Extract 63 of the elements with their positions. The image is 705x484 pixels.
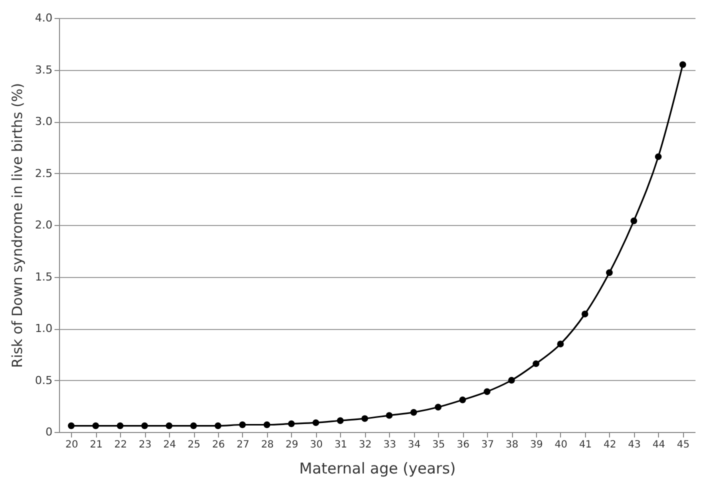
x-tick-label: 29: [286, 440, 298, 450]
point: [557, 340, 564, 348]
x-tick-label: 39: [530, 440, 543, 450]
point: [654, 153, 662, 160]
x-tick-label: 37: [481, 440, 494, 450]
x-tick-label: 22: [114, 440, 128, 450]
x-tick-label: 42: [604, 440, 616, 450]
point: [508, 376, 515, 384]
x-tick-label: 38: [506, 440, 518, 450]
x-axis-title: Maternal age (years): [299, 460, 456, 478]
x-tick-label: 44: [652, 440, 666, 450]
x-tick-label: 25: [188, 440, 200, 450]
x-tick-label: 45: [676, 440, 690, 450]
point: [312, 419, 320, 426]
y-tick-label: 3.5: [35, 63, 52, 76]
x-tick-label: 43: [628, 440, 641, 450]
y-tick-label: 3.0: [35, 115, 52, 128]
x-tick-label: 31: [334, 440, 348, 450]
point: [68, 422, 75, 430]
point: [532, 360, 540, 368]
point: [459, 396, 466, 404]
x-tick-label: 41: [579, 440, 592, 450]
x-tick-label: 35: [432, 440, 446, 450]
x-tick-label: 28: [261, 440, 274, 450]
x-tick-label: 23: [138, 440, 152, 450]
x-tick-label: 40: [554, 440, 568, 450]
point: [92, 422, 100, 430]
y-axis-title: Risk of Down syndrome in live births (%): [10, 83, 26, 368]
x-tick-label: 32: [358, 440, 372, 450]
point: [288, 420, 295, 428]
x-tick-label: 21: [90, 440, 103, 450]
x-tick-label: 20: [65, 440, 78, 450]
point: [582, 310, 588, 318]
point: [239, 421, 246, 428]
point: [166, 422, 172, 430]
y-tick-label: 0.5: [35, 374, 52, 387]
y-tick-label: 1.5: [35, 270, 52, 284]
x-tick-label: 36: [456, 440, 470, 450]
y-tick-label: 4.0: [35, 12, 52, 24]
x-tick-label: 26: [212, 440, 225, 450]
point: [336, 417, 344, 424]
y-tick-label: 2.5: [35, 166, 52, 180]
x-tick-label: 27: [236, 440, 250, 450]
x-tick-label: 34: [408, 440, 421, 450]
point: [386, 412, 393, 419]
x-tick-label: 24: [163, 440, 176, 450]
point: [264, 421, 270, 428]
point: [214, 422, 222, 430]
y-tick-label: 2.0: [35, 218, 52, 232]
point: [630, 218, 638, 224]
y-tick-label: 1.0: [35, 322, 52, 335]
y-tick-label: 0: [46, 426, 52, 438]
point: [116, 422, 124, 430]
point: [484, 388, 490, 395]
x-tick-label: 33: [383, 440, 396, 450]
point: [190, 422, 197, 430]
point: [434, 404, 442, 411]
point: [679, 61, 686, 68]
point: [361, 415, 368, 422]
point: [141, 422, 148, 430]
point: [410, 408, 418, 416]
point: [606, 269, 613, 276]
x-tick-label: 30: [310, 440, 323, 450]
